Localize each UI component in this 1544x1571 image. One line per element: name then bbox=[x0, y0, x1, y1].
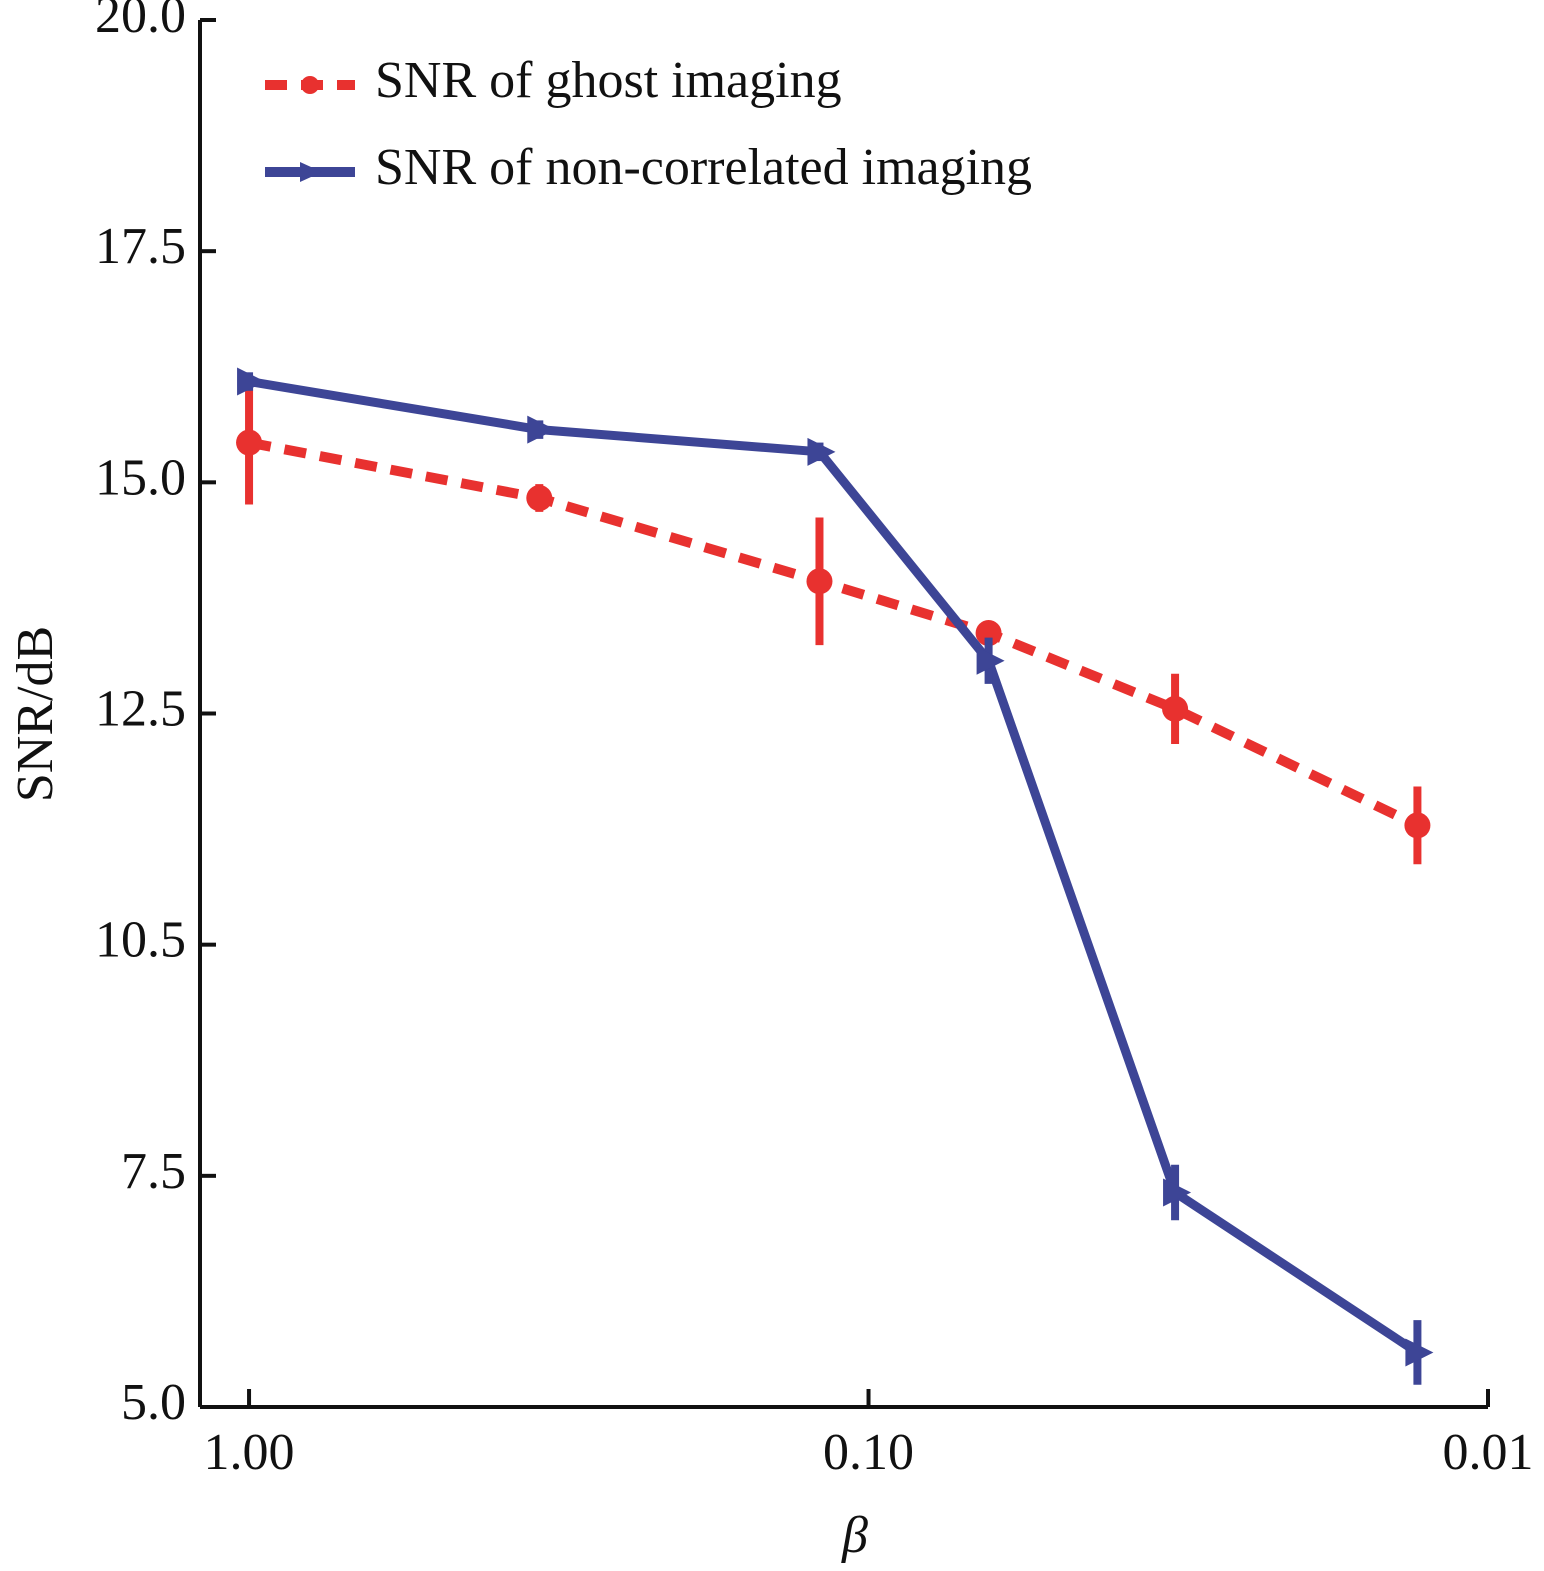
x-axis-label: β bbox=[841, 1507, 868, 1564]
legend-marker bbox=[301, 76, 319, 94]
data-point bbox=[806, 568, 833, 595]
series-line bbox=[248, 377, 1420, 1357]
data-point bbox=[237, 367, 266, 396]
legend-label: SNR of non-correlated imaging bbox=[375, 139, 1032, 196]
series-line bbox=[248, 437, 1420, 830]
data-point bbox=[976, 646, 1005, 675]
x-tick-label: 0.10 bbox=[823, 1424, 914, 1481]
y-tick-label: 20.0 bbox=[95, 0, 186, 44]
y-axis-label: SNR/dB bbox=[7, 626, 64, 802]
legend-marker bbox=[300, 162, 322, 182]
data-point bbox=[1405, 1338, 1434, 1367]
y-tick-label: 10.5 bbox=[95, 912, 186, 969]
x-tick-label: 1.00 bbox=[204, 1424, 295, 1481]
data-point bbox=[1163, 1178, 1192, 1207]
legend-label: SNR of ghost imaging bbox=[375, 52, 842, 109]
x-tick-label: 0.01 bbox=[1443, 1424, 1534, 1481]
data-point bbox=[1162, 695, 1189, 722]
data-point bbox=[526, 485, 553, 512]
y-tick-label: 12.5 bbox=[95, 680, 186, 737]
data-point bbox=[975, 620, 1002, 647]
data-point bbox=[236, 429, 263, 456]
y-tick-label: 7.5 bbox=[121, 1143, 186, 1200]
y-tick-label: 17.5 bbox=[95, 218, 186, 275]
data-point bbox=[1404, 812, 1431, 839]
data-point bbox=[527, 415, 556, 444]
data-point bbox=[807, 437, 836, 466]
y-tick-label: 5.0 bbox=[121, 1374, 186, 1431]
y-tick-label: 15.0 bbox=[95, 449, 186, 506]
